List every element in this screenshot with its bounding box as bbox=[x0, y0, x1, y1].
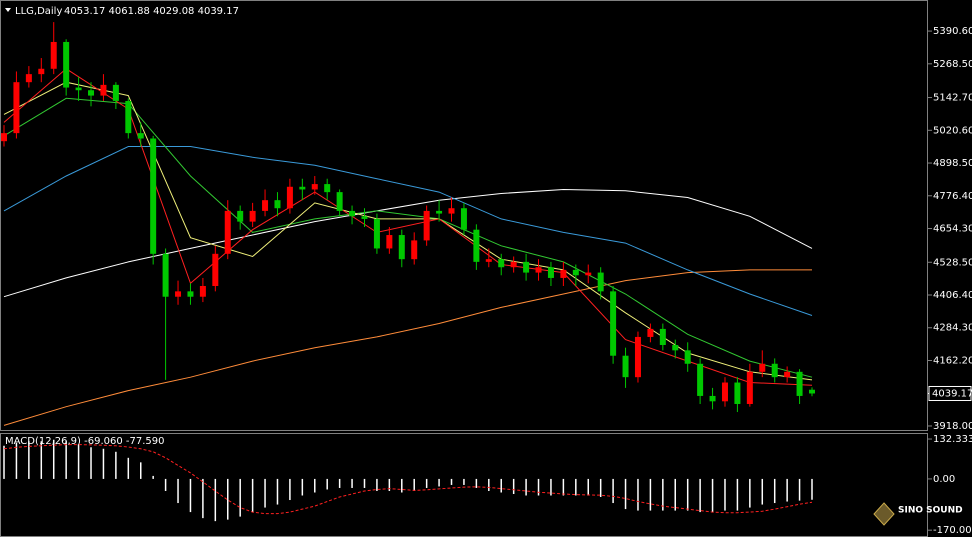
candle-body bbox=[547, 267, 554, 278]
candle-body bbox=[697, 363, 704, 396]
candle-body bbox=[535, 267, 542, 273]
moving-average bbox=[3, 146, 813, 316]
candle-body bbox=[709, 395, 716, 402]
logo-icon bbox=[873, 502, 895, 526]
candle-body bbox=[224, 210, 231, 254]
candle-body bbox=[647, 328, 654, 337]
candle-body bbox=[597, 272, 604, 292]
logo: SINO SOUND bbox=[873, 502, 963, 526]
candle-body bbox=[784, 371, 791, 378]
candle-body bbox=[237, 210, 244, 222]
candle-body bbox=[423, 210, 430, 241]
y-tick-label: 4406.40 bbox=[933, 290, 972, 301]
candle-body bbox=[199, 285, 206, 297]
candle-body bbox=[50, 41, 57, 69]
candle-body bbox=[63, 41, 70, 88]
y-tick-label: 4284.30 bbox=[933, 323, 972, 334]
candle-body bbox=[398, 235, 405, 260]
candle-body bbox=[38, 68, 45, 75]
candle-body bbox=[349, 210, 356, 217]
candle-body bbox=[560, 269, 567, 278]
candle-body bbox=[311, 184, 318, 190]
candle-body bbox=[622, 355, 629, 378]
candle-body bbox=[809, 389, 815, 394]
candle-body bbox=[759, 363, 766, 372]
candle-body bbox=[746, 371, 753, 404]
macd-tick-label: -170.008 bbox=[933, 525, 972, 536]
candle-body bbox=[610, 291, 617, 356]
candle-body bbox=[13, 82, 20, 134]
candle-body bbox=[771, 363, 778, 378]
menu-arrow bbox=[5, 8, 11, 12]
candle-body bbox=[262, 200, 269, 211]
candle-body bbox=[125, 100, 132, 134]
macd-signal bbox=[3, 444, 813, 515]
y-tick-label: 3918.00 bbox=[933, 421, 972, 432]
candle-body bbox=[88, 90, 95, 96]
candle-body bbox=[796, 371, 803, 396]
quote: 4053.17 4061.88 4029.08 4039.17 bbox=[64, 6, 239, 17]
candle-body bbox=[510, 261, 517, 268]
symbol: LLG,Daily bbox=[15, 6, 62, 17]
candle-body bbox=[721, 382, 728, 402]
y-tick-label: 4898.50 bbox=[933, 158, 972, 169]
candle-body bbox=[249, 210, 256, 222]
y-tick-label: 5390.60 bbox=[933, 26, 972, 37]
price-pane bbox=[0, 0, 928, 431]
candle-body bbox=[684, 350, 691, 364]
candle-body bbox=[361, 216, 368, 219]
moving-average bbox=[3, 97, 813, 378]
candle-body bbox=[336, 192, 343, 211]
candle-body bbox=[659, 328, 666, 345]
candle-body bbox=[324, 184, 331, 193]
candle-body bbox=[137, 133, 144, 139]
logo-text: SINO SOUND bbox=[898, 506, 963, 516]
candle-body bbox=[473, 229, 480, 262]
candle-body bbox=[634, 336, 641, 378]
candle-body bbox=[734, 382, 741, 404]
macd-tick-label: 0.00 bbox=[933, 474, 955, 485]
last-price-label: 4039.17 bbox=[932, 388, 972, 399]
candle-body bbox=[672, 344, 679, 351]
candle-body bbox=[286, 186, 293, 209]
candle-body bbox=[187, 291, 194, 297]
y-tick-label: 5020.60 bbox=[933, 125, 972, 136]
candle-body bbox=[1, 133, 7, 142]
candle-body bbox=[485, 259, 492, 262]
candle-body bbox=[150, 138, 157, 254]
candle-body bbox=[523, 261, 530, 273]
candle-body bbox=[572, 269, 579, 276]
candle-body bbox=[299, 186, 306, 190]
macd-tick-label: 132.333 bbox=[933, 434, 972, 445]
candle-body bbox=[448, 208, 455, 214]
candle-body bbox=[373, 218, 380, 249]
candle-body bbox=[460, 208, 467, 230]
last-price-box bbox=[928, 385, 972, 401]
moving-average bbox=[3, 68, 813, 386]
candle-body bbox=[25, 74, 32, 83]
y-tick-label: 4528.50 bbox=[933, 257, 972, 268]
y-tick-label: 4776.40 bbox=[933, 191, 972, 202]
y-tick-label: 4654.30 bbox=[933, 224, 972, 235]
y-tick-label: 5142.70 bbox=[933, 93, 972, 104]
y-tick-label: 4162.20 bbox=[933, 355, 972, 366]
macd-title: MACD(12,26,9) -69.060 -77.590 bbox=[5, 436, 165, 447]
candle-body bbox=[162, 253, 169, 297]
moving-average bbox=[3, 269, 812, 426]
candle-body bbox=[386, 235, 393, 249]
candle-body bbox=[175, 291, 182, 297]
moving-average bbox=[3, 188, 813, 298]
candle-body bbox=[212, 253, 219, 286]
candle-body bbox=[411, 240, 418, 260]
y-tick-label: 5268.50 bbox=[933, 59, 972, 70]
candle-body bbox=[436, 210, 443, 214]
candle-body bbox=[585, 272, 592, 276]
candle-body bbox=[100, 84, 107, 96]
candle-body bbox=[75, 87, 82, 91]
candle-body bbox=[112, 84, 119, 101]
candle-body bbox=[274, 200, 281, 209]
candle-body bbox=[498, 259, 505, 268]
